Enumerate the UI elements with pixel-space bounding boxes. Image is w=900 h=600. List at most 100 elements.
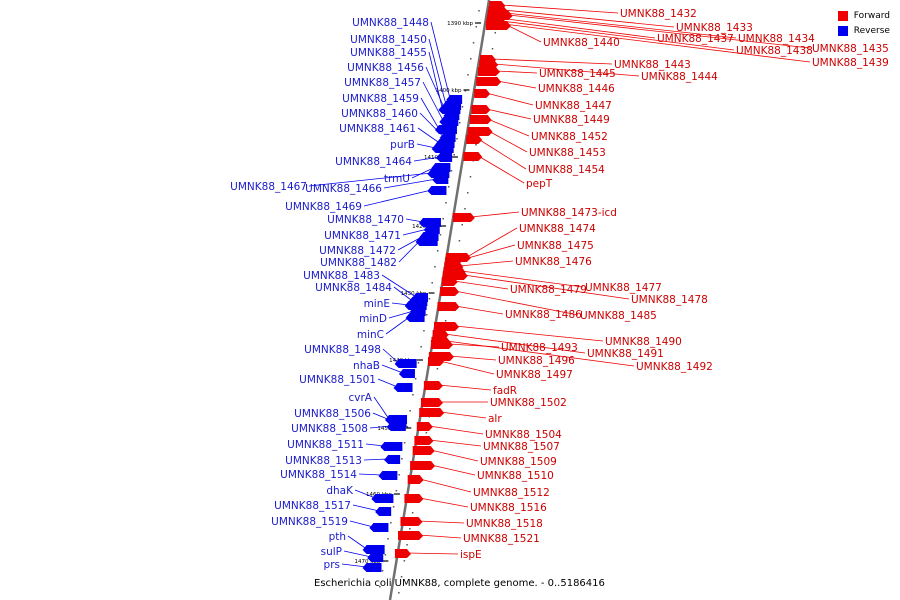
- reverse-feature-nhab: [398, 369, 415, 378]
- tick-label: 1400 kbp: [436, 88, 462, 94]
- reverse-leader-umnk88-1460: [419, 112, 444, 138]
- forward-feature-umnk88-1516: [404, 494, 424, 503]
- forward-leader-umnk88-1443: [491, 58, 613, 65]
- reverse-label-umnk88-1466: UMNK88_1466: [305, 183, 382, 195]
- forward-leader-umnk88-1446: [497, 80, 537, 89]
- legend-label-forward: Forward: [853, 10, 890, 21]
- axis-dot: [390, 522, 392, 524]
- legend-item-reverse: Reverse: [837, 23, 890, 38]
- reverse-leader-umnk88-1508: [369, 425, 391, 429]
- axis-dot: [442, 218, 444, 220]
- reverse-feature-umnk88-1513: [384, 455, 401, 464]
- reverse-label-umnk88-1519: UMNK88_1519: [271, 516, 348, 528]
- forward-leader-umnk88-1493: [448, 343, 500, 348]
- axis-dot: [456, 138, 458, 140]
- forward-label-umnk88-1454: UMNK88_1454: [528, 164, 605, 176]
- forward-feature-fadr: [423, 381, 443, 390]
- legend-swatch-reverse: [837, 25, 848, 36]
- reverse-label-umnk88-1511: UMNK88_1511: [287, 439, 364, 451]
- axis-dot: [467, 74, 469, 76]
- forward-leader-umnk88-1490: [454, 325, 604, 342]
- reverse-feature-umnk88-1457: [439, 117, 459, 126]
- forward-feature-umnk88-1521: [398, 531, 424, 540]
- forward-leader-umnk88-1479: [453, 280, 509, 290]
- axis-dot: [395, 490, 398, 492]
- forward-feature-alr: [419, 408, 445, 417]
- axis-dot: [411, 512, 414, 514]
- reverse-leader-cvra: [373, 396, 390, 420]
- reverse-label-pth: pth: [329, 531, 346, 543]
- reverse-label-umnk88-1498: UMNK88_1498: [304, 344, 381, 356]
- forward-label-umnk88-1491: UMNK88_1491: [587, 348, 664, 360]
- reverse-feature-umnk88-1511: [380, 442, 403, 451]
- axis-dot: [475, 26, 478, 28]
- reverse-leader-umnk88-1484: [393, 286, 413, 302]
- reverse-feature-minc: [405, 313, 425, 322]
- axis-dot: [450, 170, 453, 172]
- forward-leader-umnk88-1447: [486, 92, 534, 106]
- reverse-leader-umnk88-1506: [372, 412, 395, 423]
- forward-label-umnk88-1507: UMNK88_1507: [483, 441, 560, 453]
- tick-label: 1430 kbp: [401, 291, 427, 297]
- forward-label-umnk88-1490: UMNK88_1490: [605, 336, 682, 348]
- forward-leader-umnk88-1437: [499, 17, 656, 39]
- forward-leader-umnk88-1445: [495, 70, 538, 74]
- tick-label: 1470 kbp: [354, 559, 380, 565]
- reverse-leader-prs: [341, 563, 367, 568]
- axis-dot: [464, 90, 467, 92]
- reverse-leader-mine: [391, 302, 409, 306]
- reverse-label-umnk88-1459: UMNK88_1459: [342, 93, 419, 105]
- axis-dot: [392, 506, 395, 508]
- reverse-leader-umnk88-1482: [398, 240, 420, 263]
- forward-label-umnk88-1486: UMNK88_1486: [505, 309, 582, 321]
- reverse-feature-umnk88-1514: [378, 471, 398, 480]
- forward-leader-umnk88-1476: [459, 260, 514, 267]
- forward-feature-umnk88-1512: [407, 475, 424, 484]
- legend-swatch-forward: [837, 10, 848, 21]
- reverse-leader-umnk88-1483: [381, 274, 417, 298]
- axis-dot: [453, 154, 455, 156]
- axis-dot: [403, 560, 406, 562]
- forward-leader-umnk88-1507: [429, 439, 482, 447]
- reverse-label-cvra: cvrA: [349, 392, 373, 404]
- reverse-feature-umnk88-1459: [434, 125, 457, 134]
- forward-feature-umnk88-1490: [434, 322, 460, 331]
- reverse-label-nhab: nhaB: [353, 360, 380, 372]
- forward-leader-umnk88-1432: [501, 4, 619, 14]
- reverse-leader-purb: [416, 143, 436, 149]
- forward-leader-umnk88-1433: [503, 9, 675, 28]
- forward-label-umnk88-1444: UMNK88_1444: [641, 71, 718, 83]
- forward-label-umnk88-1477: UMNK88_1477: [585, 282, 662, 294]
- forward-label-ispe: ispE: [460, 549, 482, 561]
- axis-dot: [458, 240, 461, 242]
- legend-item-forward: Forward: [837, 8, 890, 23]
- forward-label-umnk88-1502: UMNK88_1502: [490, 397, 567, 409]
- forward-leader-umnk88-1486: [455, 305, 504, 315]
- axis-dot: [436, 368, 439, 370]
- axis-dot: [417, 362, 420, 364]
- forward-leader-umnk88-1453: [488, 130, 528, 153]
- axis-dot: [409, 410, 411, 412]
- forward-feature-umnk88-1447: [474, 89, 491, 98]
- forward-leader-umnk88-1454: [478, 138, 527, 170]
- reverse-leader-umnk88-1513: [363, 458, 389, 461]
- reverse-label-umnk88-1457: UMNK88_1457: [344, 77, 421, 89]
- axis-dot: [472, 42, 475, 44]
- axis-dot: [409, 528, 411, 530]
- reverse-label-minc: minC: [357, 329, 384, 341]
- forward-leader-umnk88-1509: [430, 449, 479, 462]
- axis-dot: [461, 224, 463, 226]
- forward-feature-pept: [463, 152, 483, 161]
- forward-label-umnk88-1438: UMNK88_1438: [736, 45, 813, 57]
- reverse-leader-umnk88-1517: [352, 504, 380, 512]
- reverse-feature-umnk88-1464: [436, 153, 453, 162]
- reverse-feature-umnk88-1517: [375, 507, 392, 516]
- reverse-leader-umnk88-1448: [430, 21, 451, 100]
- forward-label-umnk88-1446: UMNK88_1446: [538, 83, 615, 95]
- forward-label-umnk88-1474: UMNK88_1474: [519, 223, 596, 235]
- reverse-label-umnk88-1501: UMNK88_1501: [299, 374, 376, 386]
- reverse-label-umnk88-1460: UMNK88_1460: [341, 108, 418, 120]
- forward-label-umnk88-1496: UMNK88_1496: [498, 355, 575, 367]
- reverse-leader-umnk88-1456: [425, 66, 448, 116]
- reverse-leader-umnk88-1464: [413, 156, 441, 162]
